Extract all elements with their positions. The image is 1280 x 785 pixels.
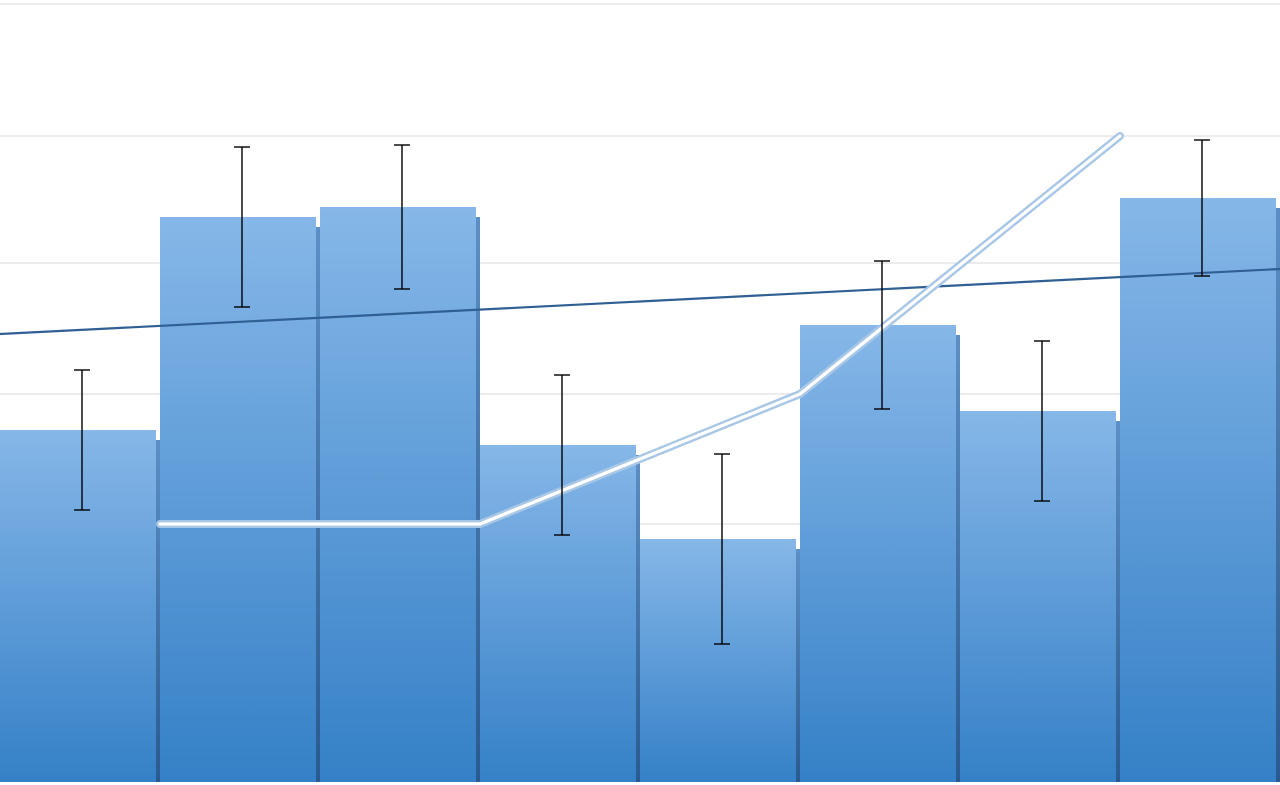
bars-group <box>0 198 1280 782</box>
bar-front <box>960 411 1116 782</box>
bar-front <box>0 430 156 782</box>
bar-front <box>320 207 476 782</box>
chart-svg <box>0 0 1280 785</box>
bar-front <box>160 217 316 782</box>
bar-line-chart <box>0 0 1280 785</box>
bar-front <box>640 539 796 782</box>
bar-front <box>800 325 956 782</box>
bar-front <box>1120 198 1276 782</box>
